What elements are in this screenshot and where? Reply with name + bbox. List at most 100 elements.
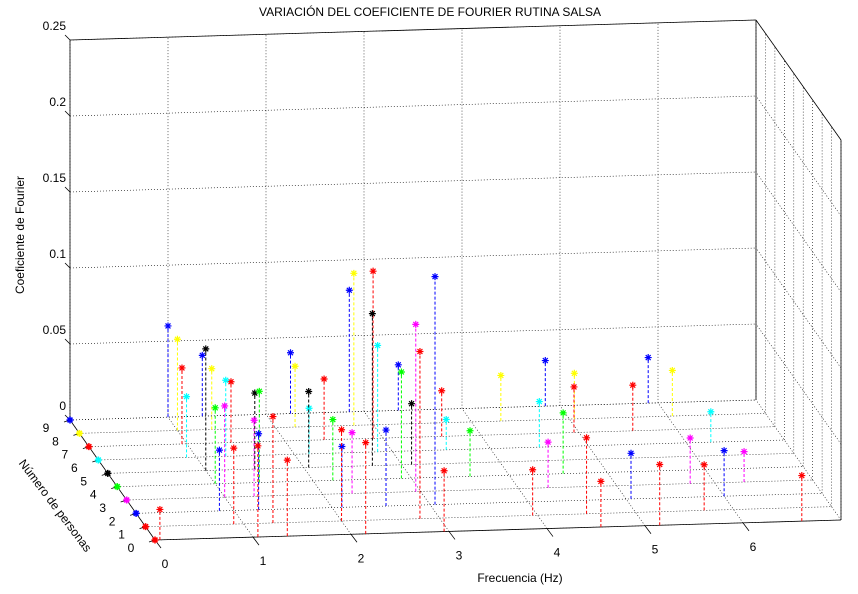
row-marker <box>132 509 140 517</box>
x-tick-label: 0 <box>162 557 169 571</box>
stem-marker <box>656 460 664 468</box>
row-marker <box>66 416 74 424</box>
y-tick-label: 4 <box>90 488 97 502</box>
grid-line <box>755 399 842 521</box>
grid-line <box>559 405 646 526</box>
stem-marker <box>156 505 164 513</box>
z-tick <box>64 338 71 345</box>
stem-marker <box>740 448 748 456</box>
x-tick-label: 2 <box>358 551 365 565</box>
grid-line <box>88 426 775 447</box>
stem-marker <box>208 365 216 373</box>
z-axis-label: Coeficiente de Fourier <box>13 176 27 294</box>
row-marker <box>113 483 121 491</box>
stem-marker <box>269 413 277 421</box>
y-tick-label: 9 <box>43 421 50 435</box>
z-tick-label: 0.2 <box>49 95 66 109</box>
stem-marker <box>173 335 181 343</box>
stem-marker <box>438 387 446 395</box>
stem-marker <box>291 362 299 370</box>
grid-line <box>136 493 823 514</box>
axis-line <box>154 519 842 541</box>
grid-line <box>167 416 254 538</box>
grid-line <box>755 247 842 369</box>
stem-marker <box>416 347 424 355</box>
x-tick-label: 3 <box>456 548 463 562</box>
z-tick-label: 0.25 <box>43 19 67 33</box>
x-axis-label: Frecuencia (Hz) <box>477 571 562 585</box>
x-tick <box>448 531 456 540</box>
stem-marker <box>368 310 376 318</box>
stem-marker <box>559 409 567 417</box>
x-tick-label: 6 <box>750 540 757 554</box>
stem-marker <box>183 393 191 401</box>
stem-marker <box>466 427 474 435</box>
grid-line <box>69 323 757 345</box>
row-marker <box>123 496 131 504</box>
stem-marker <box>644 354 652 362</box>
stem-marker <box>408 400 416 408</box>
stem-marker <box>529 466 537 474</box>
row-marker <box>94 456 102 464</box>
stem-marker <box>442 415 450 423</box>
grid-line <box>69 171 757 193</box>
grid-line <box>126 479 813 501</box>
stem-marker <box>686 434 694 442</box>
stem-marker <box>369 267 377 275</box>
grid-line <box>145 506 832 527</box>
stem-marker <box>254 442 262 450</box>
z-tick <box>64 110 71 117</box>
stem-marker <box>221 402 229 410</box>
row-marker <box>142 523 150 531</box>
stem-marker <box>412 320 420 328</box>
grid-line <box>79 413 766 434</box>
stem-marker <box>255 430 263 438</box>
x-tick <box>644 525 652 534</box>
stem-marker <box>544 438 552 446</box>
stem-marker <box>440 467 448 475</box>
stem-marker <box>164 322 172 330</box>
stem-marker <box>202 345 210 353</box>
stem-marker <box>394 361 402 369</box>
y-tick-label: 8 <box>52 434 59 448</box>
z-tick-label: 0.1 <box>49 247 66 261</box>
grid-line <box>755 323 842 445</box>
stem-marker <box>397 368 405 376</box>
x-tick <box>252 536 260 546</box>
stem-marker <box>720 447 728 455</box>
stem-marker <box>255 387 263 395</box>
stem-marker <box>305 404 313 412</box>
x-tick-label: 1 <box>260 554 267 568</box>
axis-line <box>69 19 757 41</box>
x-tick-label: 4 <box>554 546 561 560</box>
stem-marker <box>629 381 637 389</box>
z-tick <box>64 186 71 193</box>
stem-marker <box>382 426 390 434</box>
grid-line <box>69 399 757 421</box>
stem-marker <box>583 434 591 442</box>
grid-line <box>98 439 785 461</box>
stem-marker <box>222 376 230 384</box>
x-tick <box>546 528 554 537</box>
stem-marker <box>198 351 206 359</box>
stem-marker <box>211 404 219 412</box>
stem-marker <box>497 371 505 379</box>
grid-line <box>265 414 352 535</box>
stem-marker <box>597 477 605 485</box>
stem-marker <box>798 472 806 480</box>
stem-marker <box>362 439 370 447</box>
stem-marker <box>305 387 313 395</box>
axis-line <box>755 19 842 141</box>
stem-marker <box>338 426 346 434</box>
stem-marker <box>374 341 382 349</box>
stem-marker <box>250 416 258 424</box>
stem-marker <box>431 273 439 281</box>
grid-line <box>69 247 757 269</box>
x-tick <box>742 522 750 532</box>
stem-marker <box>178 364 186 372</box>
stem-marker <box>227 378 235 386</box>
row-marker <box>85 443 93 451</box>
row-marker <box>151 536 159 544</box>
y-tick-label: 3 <box>99 501 106 515</box>
